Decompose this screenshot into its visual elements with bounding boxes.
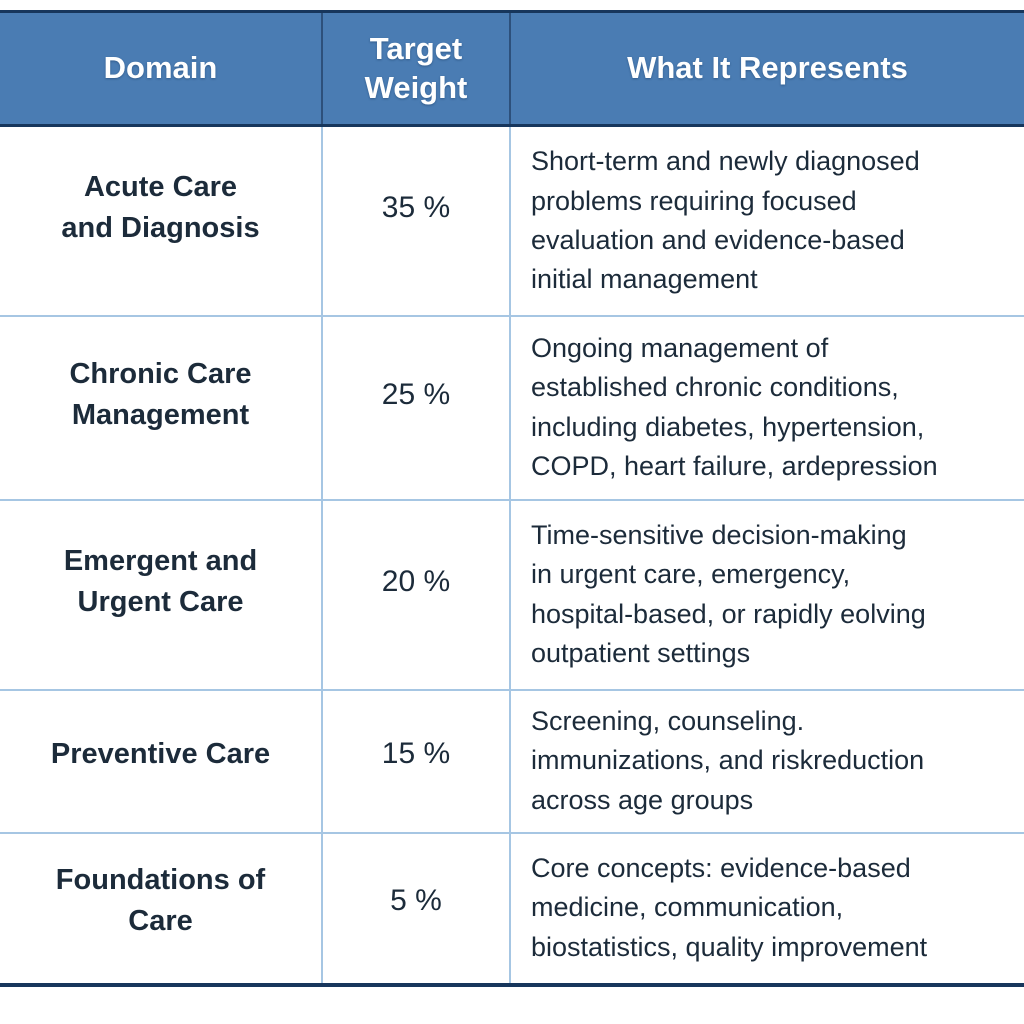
represents-cell: Ongoing management of established chroni… — [509, 314, 1024, 500]
represents-cell: Short-term and newly diagnosed problems … — [509, 124, 1024, 316]
table-row: Chronic Care Management 25 % Ongoing man… — [0, 314, 1024, 500]
weight-cell: 20 % — [321, 498, 510, 690]
domain-cell: Emergent and Urgent Care — [0, 498, 322, 690]
weight-cell: 5 % — [321, 831, 510, 985]
weight-cell: 15 % — [321, 688, 510, 833]
represents-cell: Time-sensitive decision-making in urgent… — [509, 498, 1024, 690]
header-row: Domain Target Weight What It Represents — [0, 11, 1024, 127]
table-row: Emergent and Urgent Care 20 % Time-sensi… — [0, 498, 1024, 690]
domain-cell: Chronic Care Management — [0, 314, 322, 500]
header-cell-what-it-represents: What It Represents — [509, 11, 1024, 127]
table-row: Foundations of Care 5 % Core concepts: e… — [0, 831, 1024, 985]
domain-cell: Acute Care and Diagnosis — [0, 124, 322, 316]
weight-cell: 25 % — [321, 314, 510, 500]
header-cell-domain: Domain — [0, 11, 322, 127]
exam-blueprint-table: Domain Target Weight What It Represents … — [0, 10, 1024, 987]
domain-cell: Preventive Care — [0, 688, 322, 833]
represents-cell: Screening, counseling. immunizations, an… — [509, 688, 1024, 833]
domain-cell: Foundations of Care — [0, 831, 322, 985]
table-body: Acute Care and Diagnosis 35 % Short-term… — [0, 124, 1024, 985]
weight-cell: 35 % — [321, 124, 510, 316]
header-cell-target-weight: Target Weight — [321, 11, 510, 127]
table-row: Preventive Care 15 % Screening, counseli… — [0, 688, 1024, 833]
table-header: Domain Target Weight What It Represents — [0, 11, 1024, 127]
represents-cell: Core concepts: evidence-based medicine, … — [509, 831, 1024, 985]
table-row: Acute Care and Diagnosis 35 % Short-term… — [0, 124, 1024, 316]
